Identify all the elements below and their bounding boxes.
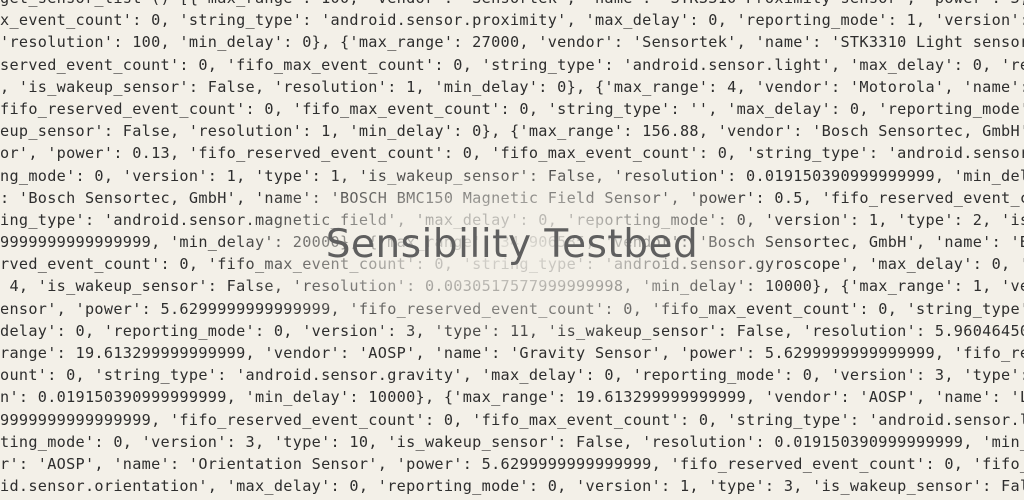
code-line: : 'Bosch Sensortec, GmbH', 'name': 'BOSC… (0, 188, 1024, 207)
code-line: get_sensor_list () [{'max_range': 100, '… (0, 0, 1024, 9)
code-line: eup_sensor': False, 'resolution': 1, 'mi… (0, 122, 1024, 141)
code-line: x_event_count': 0, 'string_type': 'andro… (0, 11, 1024, 30)
code-line: delay': 0, 'reporting_mode': 0, 'version… (0, 321, 1024, 340)
code-line: n': 0.019150390999999999, 'min_delay': 1… (0, 388, 1024, 407)
code-line: ng_mode': 0, 'version': 1, 'type': 1, 'i… (0, 166, 1024, 185)
code-line: , 'is_wakeup_sensor': False, 'resolution… (0, 77, 1024, 96)
code-line: or', 'power': 0.13, 'fifo_reserved_event… (0, 144, 1024, 163)
code-line: range': 19.613299999999999, 'vendor': 'A… (0, 344, 1024, 362)
code-line: ting_mode': 0, 'version': 3, 'type': 10,… (0, 432, 1024, 451)
code-line: ensor', 'power': 5.6299999999999999, 'fi… (0, 299, 1024, 318)
code-line: id.sensor.orientation', 'max_delay': 0, … (0, 477, 1024, 496)
code-line: 9999999999999999, 'fifo_reserved_event_c… (0, 410, 1024, 429)
code-line: served_event_count': 0, 'fifo_max_event_… (0, 55, 1024, 74)
code-line: fifo_reserved_event_count': 0, 'fifo_max… (0, 99, 1024, 118)
page-title: Sensibility Testbed (325, 222, 699, 267)
code-line: 4, 'is_wakeup_sensor': False, 'resolutio… (0, 277, 1024, 296)
code-line: r': 'AOSP', 'name': 'Orientation Sensor'… (0, 454, 1024, 473)
code-line: ount': 0, 'string_type': 'android.sensor… (0, 366, 1024, 385)
code-line: 'resolution': 100, 'min_delay': 0}, {'ma… (0, 33, 1024, 52)
